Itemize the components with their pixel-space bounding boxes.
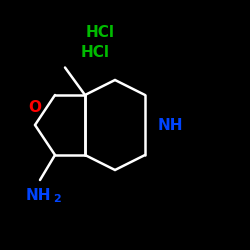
Text: O: O bbox=[28, 100, 42, 115]
Text: NH: NH bbox=[158, 118, 183, 132]
Text: 2: 2 bbox=[54, 194, 61, 204]
Text: NH: NH bbox=[26, 188, 52, 202]
Text: HCl: HCl bbox=[80, 45, 110, 60]
Text: HCl: HCl bbox=[86, 25, 114, 40]
